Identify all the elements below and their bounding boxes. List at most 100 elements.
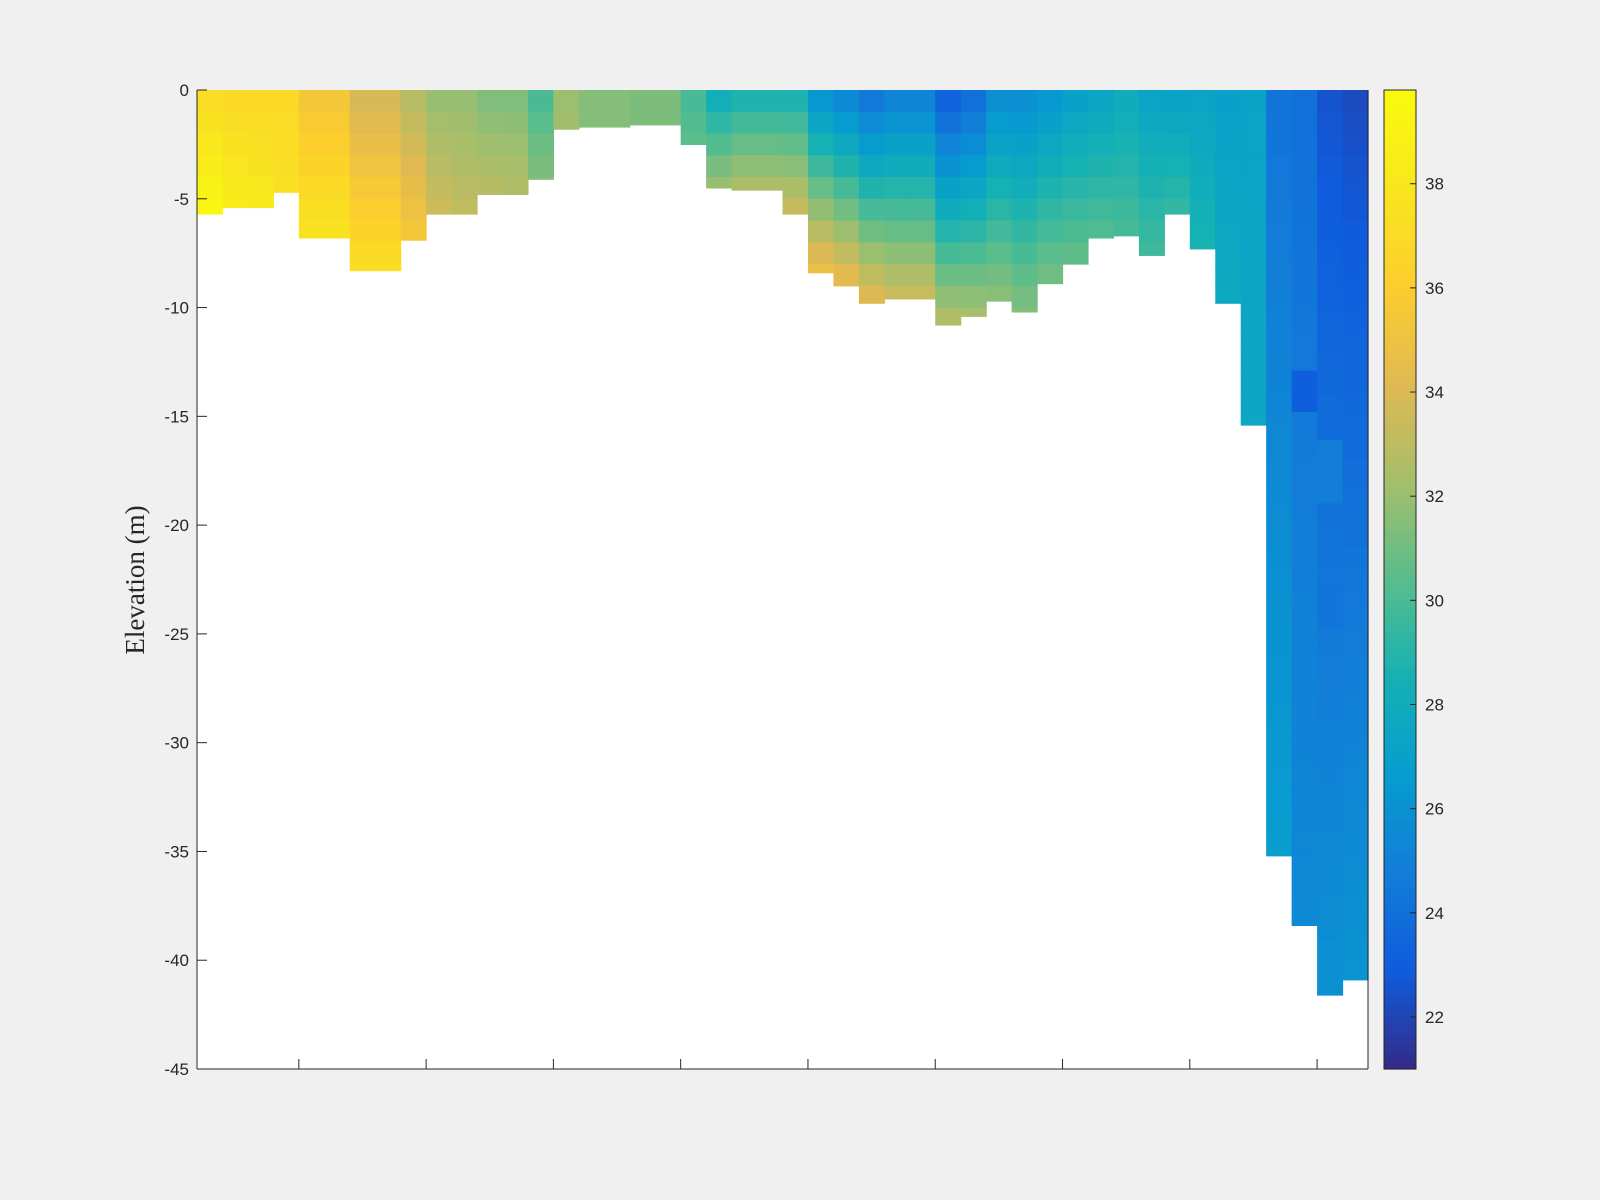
colorbar-segment xyxy=(1384,682,1416,687)
heatmap-cell xyxy=(986,286,1012,302)
colorbar-segment xyxy=(1384,1049,1416,1054)
heatmap-cell xyxy=(1190,177,1216,199)
heatmap-cell xyxy=(401,90,427,112)
colorbar-segment xyxy=(1384,673,1416,678)
heatmap-cell xyxy=(1317,677,1343,699)
heatmap-cell xyxy=(1266,851,1292,856)
y-tick-label: -40 xyxy=(164,951,189,970)
heatmap-cell xyxy=(808,90,834,112)
heatmap-cell xyxy=(1317,525,1343,547)
colorbar-segment xyxy=(1384,252,1416,257)
colorbar-segment xyxy=(1384,100,1416,105)
heatmap-cell xyxy=(1088,90,1114,112)
colorbar-segment xyxy=(1384,496,1416,501)
heatmap-cell xyxy=(859,177,885,199)
heatmap-cell xyxy=(324,90,350,112)
colorbar-segment xyxy=(1384,438,1416,443)
heatmap-cell-anomaly xyxy=(1292,371,1317,412)
heatmap-cell xyxy=(833,242,859,264)
heatmap-cell xyxy=(859,221,885,243)
heatmap-cell xyxy=(350,199,376,221)
colorbar-segment xyxy=(1384,550,1416,555)
heatmap-cell xyxy=(604,90,630,112)
heatmap-cell xyxy=(299,134,325,156)
heatmap-cell xyxy=(502,112,528,134)
colorbar-gradient xyxy=(1384,90,1416,1070)
heatmap-cell xyxy=(1292,873,1318,895)
heatmap-cell xyxy=(1190,90,1216,112)
colorbar-segment xyxy=(1384,256,1416,261)
colorbar-segment xyxy=(1384,726,1416,731)
heatmap-cell xyxy=(528,177,554,180)
colorbar-segment xyxy=(1384,668,1416,673)
heatmap-cell xyxy=(910,112,936,134)
heatmap-cell xyxy=(1063,177,1089,199)
heatmap-cell xyxy=(1292,743,1318,765)
colorbar-segment xyxy=(1384,555,1416,560)
heatmap-cell xyxy=(833,134,859,156)
heatmap-cell xyxy=(1266,656,1292,678)
heatmap-cell xyxy=(935,134,961,156)
heatmap-cell xyxy=(1215,112,1241,134)
colorbar-segment xyxy=(1384,609,1416,614)
heatmap-cell xyxy=(732,112,758,134)
heatmap-cell xyxy=(1215,286,1241,304)
colorbar-segment xyxy=(1384,114,1416,119)
heatmap-cell xyxy=(1266,199,1292,221)
heatmap-cell xyxy=(808,242,834,264)
y-tick-label: -10 xyxy=(164,299,189,318)
heatmap-cell xyxy=(986,90,1012,112)
heatmap-cell xyxy=(1317,221,1343,243)
heatmap-cell xyxy=(630,112,656,126)
heatmap-cell xyxy=(1292,155,1318,177)
heatmap-cell xyxy=(884,177,910,199)
colorbar-segment xyxy=(1384,844,1416,849)
heatmap-cell xyxy=(1317,155,1343,177)
heatmap-cell xyxy=(273,112,299,134)
heatmap-cell xyxy=(986,134,1012,156)
colorbar-segment xyxy=(1384,139,1416,144)
heatmap-cell xyxy=(884,90,910,112)
colorbar-segment xyxy=(1384,570,1416,575)
colorbar-segment xyxy=(1384,658,1416,663)
heatmap-cell xyxy=(1164,134,1190,156)
colorbar-segment xyxy=(1384,320,1416,325)
heatmap-cell xyxy=(1266,373,1292,395)
heatmap-cell xyxy=(1266,677,1292,699)
heatmap-cell xyxy=(452,134,478,156)
colorbar-segment xyxy=(1384,736,1416,741)
heatmap-cell xyxy=(1012,286,1038,308)
colorbar-segment xyxy=(1384,95,1416,100)
colorbar-segment xyxy=(1384,526,1416,531)
colorbar-tick-label: 34 xyxy=(1425,383,1444,402)
heatmap-cell xyxy=(783,155,809,177)
heatmap-cell xyxy=(1088,112,1114,134)
colorbar-segment xyxy=(1384,594,1416,599)
heatmap-cell xyxy=(222,155,248,177)
y-axis-label: Elevation (m) xyxy=(120,505,150,654)
colorbar-segment xyxy=(1384,296,1416,301)
heatmap-cell xyxy=(1317,873,1343,895)
heatmap-cell xyxy=(197,155,223,177)
heatmap-cell xyxy=(401,112,427,134)
colorbar-segment xyxy=(1384,580,1416,585)
heatmap-cell xyxy=(757,134,783,156)
heatmap-cell xyxy=(681,112,707,134)
heatmap-cell xyxy=(1266,329,1292,351)
heatmap-cell xyxy=(1343,786,1369,808)
colorbar-segment xyxy=(1384,976,1416,981)
colorbar-segment xyxy=(1384,330,1416,335)
y-tick-label: -20 xyxy=(164,516,189,535)
heatmap-cell xyxy=(859,242,885,264)
colorbar-segment xyxy=(1384,1030,1416,1035)
colorbar-segment xyxy=(1384,193,1416,198)
heatmap-cell xyxy=(1292,634,1318,656)
heatmap-cell xyxy=(299,199,325,221)
colorbar-segment xyxy=(1384,731,1416,736)
colorbar-segment xyxy=(1384,907,1416,912)
heatmap-cell-anomaly xyxy=(1317,440,1342,503)
heatmap-cell xyxy=(1292,177,1318,199)
heatmap-cell xyxy=(1343,873,1369,895)
colorbar-segment xyxy=(1384,624,1416,629)
heatmap-cell xyxy=(426,199,452,215)
